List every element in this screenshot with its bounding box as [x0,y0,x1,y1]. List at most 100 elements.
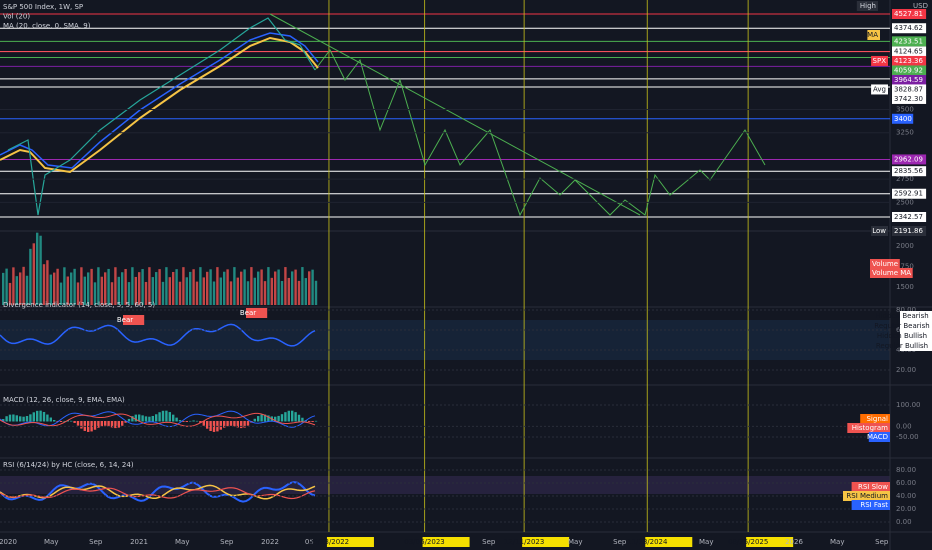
histogram-bar [311,421,314,422]
volume-bar [280,281,284,305]
rsi-title: RSI (6/14/24) by HC (close, 6, 14, 24) [3,461,134,469]
volume-bar [39,235,42,305]
histogram-bar [104,421,107,426]
legend-item-bg [900,321,932,331]
histogram-bar [243,421,246,428]
volume-bar [189,271,192,305]
y-tick-label: 3500 [896,105,914,113]
macd-tag-bg [860,414,890,424]
level-label-bg [892,23,927,34]
volume-bar [5,268,8,305]
y-tick-label: 3250 [896,129,914,137]
y-tick-label: -50.00 [896,433,919,441]
level-label-bg [892,93,927,104]
histogram-bar [131,416,134,422]
volume-bar [93,282,97,305]
date-tag: 12/11/2023 [504,538,544,546]
volume-bar [195,281,199,305]
level-label: 4527.81 [894,10,923,18]
level-label: 2962.09 [894,155,923,163]
volume-bar [240,271,243,305]
time-label: Sep [875,538,889,546]
level-label-bg [892,65,927,76]
divergence-title: Divergence indicator (14, close, 5, 5, 6… [3,301,155,309]
histogram-bar [185,421,188,422]
rsi-tag-bg [843,491,890,501]
volume-bar [107,268,110,305]
histogram-bar [226,421,229,427]
histogram-bar [301,417,304,422]
macd-tag-bg [868,432,890,442]
level-label: 2342.57 [894,213,923,221]
volume-bar [141,269,144,305]
volume-bar [151,277,154,305]
y-tick-label: 1750 [896,263,914,271]
level-label-bg [892,113,914,124]
time-label: Sep [482,538,496,546]
rsi-tag: RSI Fast [860,501,888,509]
projection-path [314,49,766,217]
level-label: 2835.56 [894,167,923,175]
volume-tag: Volume MA [872,269,911,277]
volume-bar [104,272,107,305]
volume-bar [297,280,301,305]
histogram-bar [260,414,263,422]
volume-bar [97,267,100,305]
ma-tag-bg [867,30,880,40]
volume-bar [8,282,12,305]
volume-tag: Volume [872,260,898,268]
volume-bar [134,276,137,305]
level-label: 2592.91 [894,190,923,198]
level-label-bg [892,154,927,165]
time-label: May [44,538,58,546]
volume-bar [49,274,52,305]
time-label: Sep [613,538,627,546]
level-label: 4123.36 [894,57,923,65]
volume-bar [110,282,114,305]
level-label-bg [892,166,927,177]
volume-bar [29,248,32,305]
level-tag: SPX [873,57,887,65]
currency: USD [913,2,928,10]
volume-bars [2,232,318,432]
volume-bar [114,267,117,305]
volume-bar [168,277,171,305]
volume-bar [15,276,18,305]
level-tag-bg [871,55,888,66]
volume-bar [246,281,250,305]
date-markers [328,0,749,532]
level-label-bg [892,226,927,236]
histogram-bar [97,421,100,428]
time-label: 2022 [261,538,279,546]
histogram-bar [274,416,277,422]
volume-bar [291,271,294,305]
time-label: 2021 [130,538,148,546]
level-tag: Avg [873,85,886,93]
volume-bar [161,281,165,305]
level-label: 2191.86 [894,227,923,235]
volume-bar [270,277,273,305]
level-tag-bg [871,226,888,236]
y-tick-label: 60.00 [896,479,916,487]
histogram-bar [90,421,93,432]
high-tag-bg [856,1,878,11]
level-label: 4124.65 [894,47,923,55]
volume-bar [277,269,280,305]
histogram-bar [175,417,178,422]
volume-bar [155,272,158,305]
histogram-bar [195,420,199,422]
volume-bar [216,267,219,305]
histogram-bar [36,410,39,422]
volume-bar [22,266,25,305]
histogram-bar [32,412,35,422]
histogram-bar [280,414,284,422]
volume-bar [148,267,151,305]
histogram-bar [199,421,202,424]
volume-bar [301,267,304,305]
histogram-bar [134,414,137,422]
indicator-line [0,412,316,427]
histogram-bar [151,415,154,422]
level-label: 3742.30 [894,95,923,103]
y-tick-label: 80.00 [896,466,916,474]
legend-item-bg [900,341,932,351]
